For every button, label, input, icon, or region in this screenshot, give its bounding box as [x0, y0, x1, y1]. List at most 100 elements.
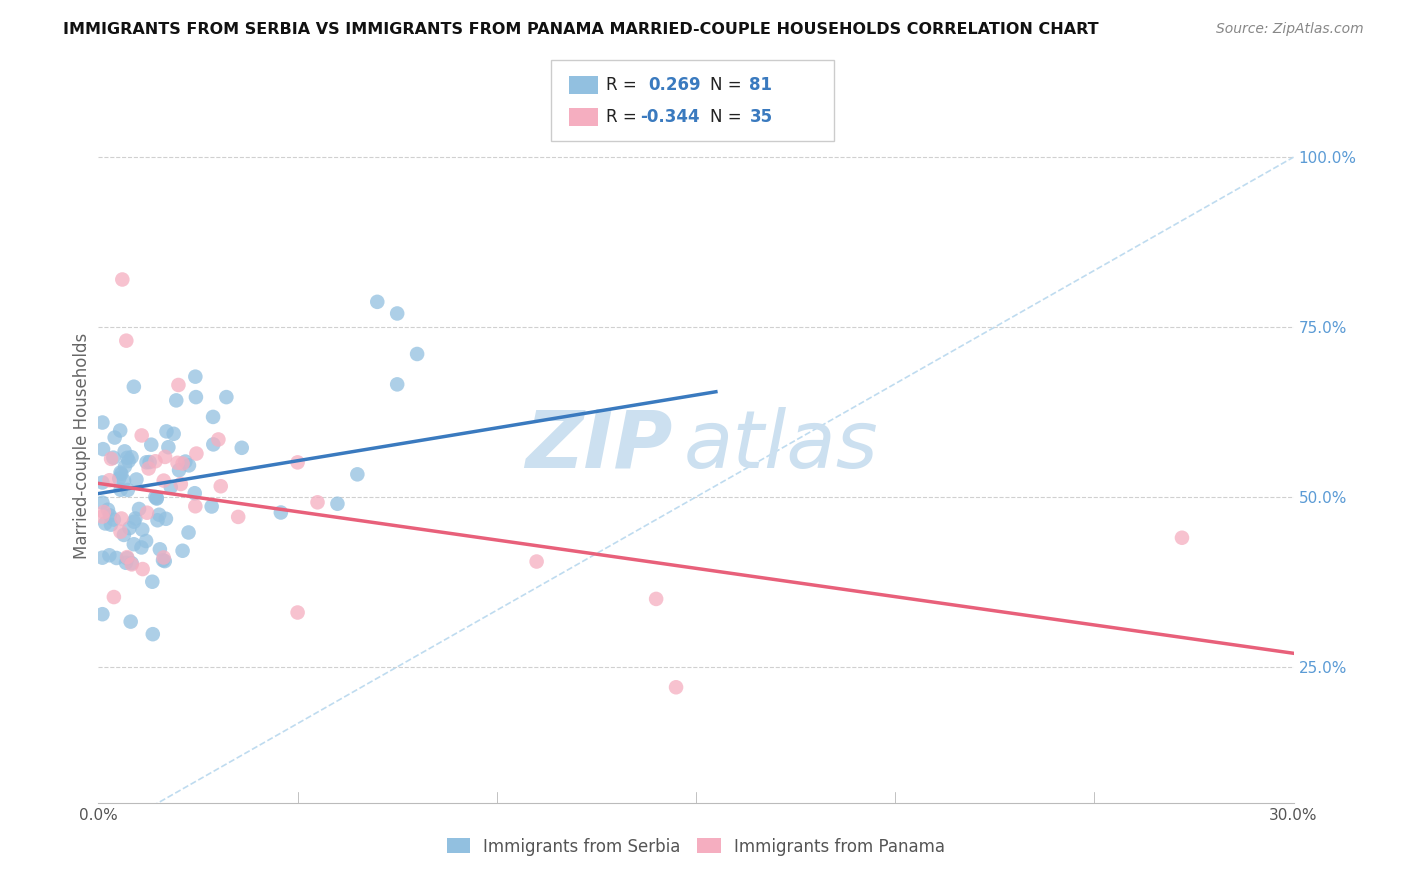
Point	[110, 511, 132, 525]
Point	[91, 496, 114, 510]
Point	[155, 512, 177, 526]
Point	[115, 334, 138, 348]
Point	[118, 521, 141, 535]
Point	[153, 554, 176, 568]
Point	[145, 491, 167, 506]
Point	[166, 456, 188, 470]
Point	[141, 574, 163, 589]
Point	[125, 473, 148, 487]
Point	[152, 474, 174, 488]
Point	[100, 451, 122, 466]
Text: Source: ZipAtlas.com: Source: ZipAtlas.com	[1216, 22, 1364, 37]
Point	[167, 463, 190, 477]
Point	[98, 508, 121, 523]
Point	[145, 454, 167, 468]
Point	[270, 506, 292, 520]
Y-axis label: Married-couple Households: Married-couple Households	[73, 333, 91, 559]
Point	[184, 500, 207, 514]
Point	[138, 461, 160, 475]
Point	[104, 431, 127, 445]
Text: 81: 81	[749, 76, 772, 95]
Point	[103, 450, 125, 465]
Point	[131, 523, 153, 537]
Point	[153, 450, 176, 464]
Point	[122, 537, 145, 551]
Point	[287, 606, 309, 620]
Point	[114, 444, 136, 458]
Point	[91, 509, 114, 524]
Point	[287, 455, 309, 469]
Text: R =: R =	[606, 108, 643, 126]
Point	[91, 475, 114, 490]
Point	[108, 471, 131, 485]
Point	[112, 528, 135, 542]
Point	[170, 477, 193, 491]
Point	[135, 455, 157, 469]
Text: -0.344: -0.344	[640, 108, 699, 126]
Point	[385, 306, 409, 320]
Point	[149, 542, 172, 557]
Point	[207, 433, 229, 447]
Point	[120, 615, 142, 629]
Point	[307, 495, 329, 509]
Point	[100, 517, 122, 532]
Point	[135, 534, 157, 549]
Point	[184, 390, 207, 404]
Point	[131, 562, 153, 576]
Point	[138, 455, 160, 469]
Point	[110, 467, 132, 481]
Point	[128, 502, 150, 516]
Point	[406, 347, 429, 361]
Point	[117, 454, 139, 468]
Point	[226, 509, 249, 524]
Legend: Immigrants from Serbia, Immigrants from Panama: Immigrants from Serbia, Immigrants from …	[440, 831, 952, 863]
Point	[183, 486, 205, 500]
Point	[202, 437, 225, 451]
Point	[385, 377, 409, 392]
Point	[103, 590, 125, 604]
Text: IMMIGRANTS FROM SERBIA VS IMMIGRANTS FROM PANAMA MARRIED-COUPLE HOUSEHOLDS CORRE: IMMIGRANTS FROM SERBIA VS IMMIGRANTS FRO…	[63, 22, 1099, 37]
Point	[184, 369, 207, 384]
Point	[110, 524, 132, 539]
Point	[124, 511, 146, 525]
Point	[91, 416, 114, 430]
Point	[94, 516, 117, 531]
Point	[231, 441, 253, 455]
Point	[155, 425, 177, 439]
Point	[167, 378, 190, 392]
Point	[114, 459, 136, 474]
Point	[91, 550, 114, 565]
Point	[146, 513, 169, 527]
Point	[174, 454, 197, 468]
Point	[110, 466, 132, 480]
Point	[165, 393, 187, 408]
Point	[145, 490, 167, 504]
Point	[97, 502, 120, 516]
Point	[201, 500, 224, 514]
Point	[163, 426, 186, 441]
Point	[152, 553, 174, 567]
Point	[141, 438, 163, 452]
Point	[202, 409, 225, 424]
Point	[103, 512, 125, 526]
Point	[152, 550, 174, 565]
Point	[665, 680, 688, 694]
Point	[177, 525, 200, 540]
Point	[157, 440, 180, 454]
Point	[122, 515, 145, 529]
Point	[98, 473, 121, 487]
Point	[172, 457, 194, 471]
Text: N =: N =	[710, 76, 747, 95]
Point	[122, 380, 145, 394]
Point	[159, 480, 181, 494]
Point	[172, 543, 194, 558]
Point	[121, 450, 143, 465]
Point	[98, 549, 121, 563]
Point	[131, 428, 153, 442]
Point	[1171, 531, 1194, 545]
Text: 35: 35	[749, 108, 772, 126]
Point	[145, 491, 167, 505]
Point	[112, 474, 135, 488]
Point	[215, 390, 238, 404]
Point	[111, 272, 134, 286]
